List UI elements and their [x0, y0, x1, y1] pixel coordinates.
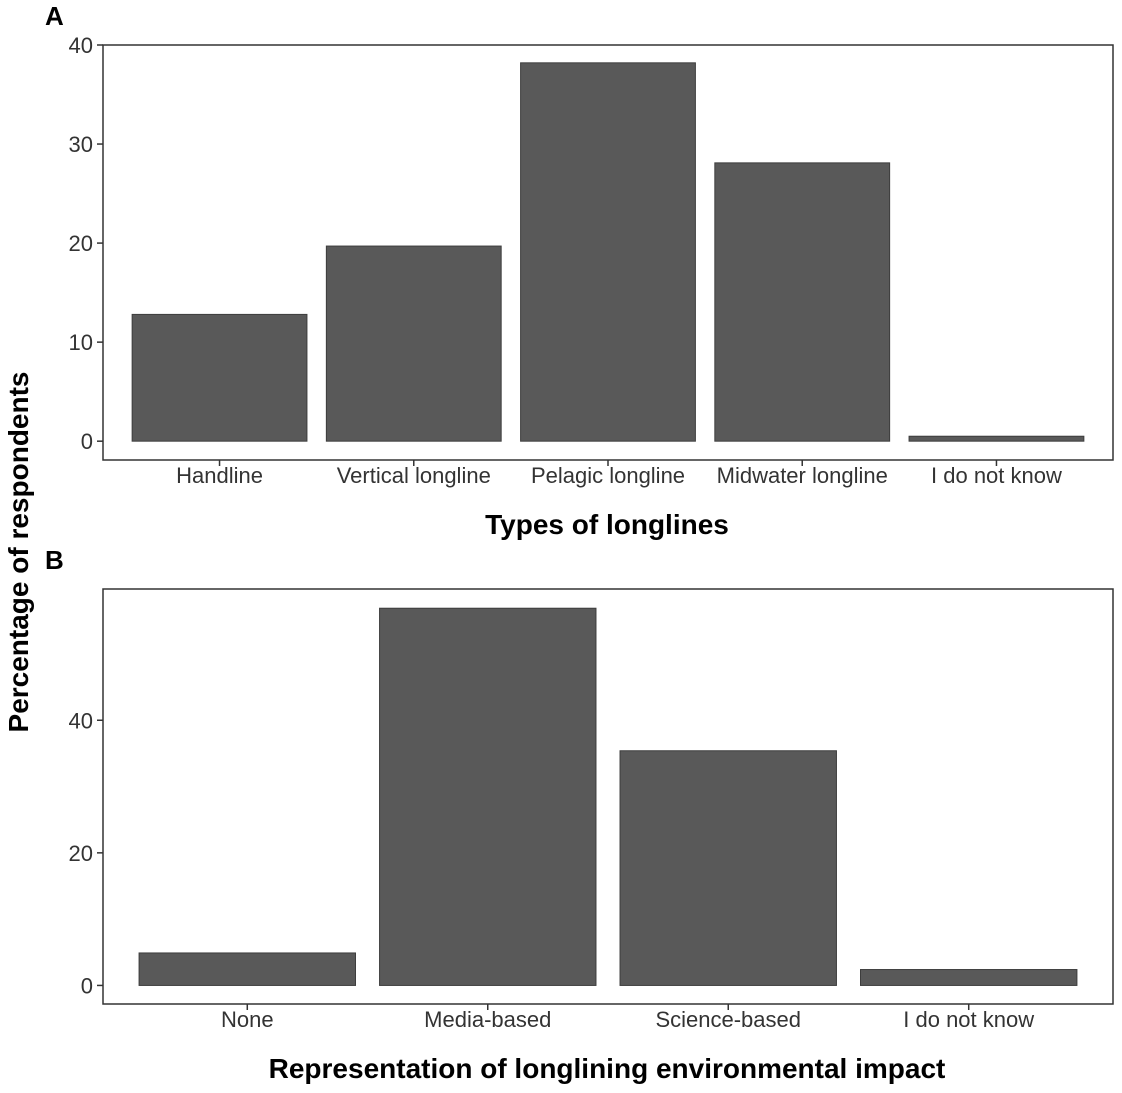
panel-b-bar-1 — [379, 607, 597, 986]
panel-b-x-axis-title: Representation of longlining environment… — [269, 1053, 946, 1084]
panel-a-chart: 0 10 20 30 40 Handline Vertical longline Pelagi… — [69, 33, 1114, 540]
panel-b-label: B — [45, 545, 64, 575]
panel-b-chart: 0 20 40 None Media-based Science-based I do no… — [69, 588, 1114, 1084]
panel-b-y-tick-label-2: 40 — [69, 708, 93, 733]
panel-a-y-tick-label-0: 0 — [81, 429, 93, 454]
panel-a-bar-2 — [520, 62, 696, 442]
panel-a-bar-1 — [325, 245, 502, 442]
panel-a-x-tick-label-4: I do not know — [931, 463, 1062, 488]
panel-b-bar-0 — [138, 952, 356, 986]
panel-a-y-tick-label-1: 10 — [69, 330, 93, 355]
panel-a-x-tick-label-0: Handline — [176, 463, 263, 488]
panel-b-x-tick-label-3: I do not know — [903, 1007, 1034, 1032]
panel-a-label: A — [45, 1, 64, 31]
panel-a-bar-4 — [908, 435, 1085, 442]
panel-a-x-tick-label-2: Pelagic longline — [531, 463, 685, 488]
panel-a-bar-3 — [714, 162, 891, 442]
panel-a-y-tick-label-2: 20 — [69, 231, 93, 256]
panel-b-x-tick-label-0: None — [221, 1007, 274, 1032]
panel-b-frame — [102, 588, 1114, 1005]
panel-b-x-tick-label-2: Science-based — [655, 1007, 801, 1032]
panel-b-bar-2 — [619, 750, 837, 986]
panel-b-y-tick-label-1: 20 — [69, 841, 93, 866]
panel-a-x-axis-title: Types of longlines — [485, 509, 729, 540]
y-axis-title: Percentage of respondents — [3, 372, 34, 733]
panel-a-y-tick-label-4: 40 — [69, 33, 93, 58]
panel-a-bar-0 — [131, 313, 308, 442]
panel-b-bar-3 — [860, 969, 1078, 986]
panel-a-y-tick-label-3: 30 — [69, 132, 93, 157]
panel-b-y-tick-label-0: 0 — [81, 973, 93, 998]
panel-a-x-tick-label-3: Midwater longline — [717, 463, 888, 488]
panel-b-x-tick-label-1: Media-based — [424, 1007, 551, 1032]
panel-a-x-tick-label-1: Vertical longline — [337, 463, 491, 488]
